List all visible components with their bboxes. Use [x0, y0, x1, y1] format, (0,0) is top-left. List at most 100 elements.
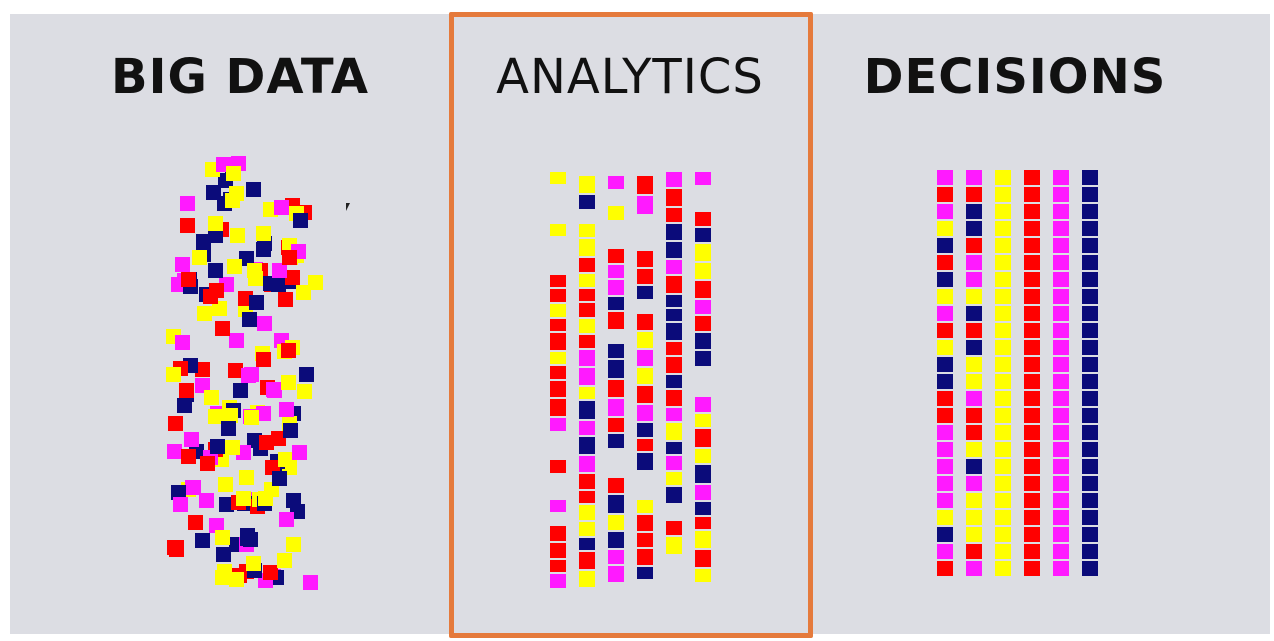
decision-square	[1082, 204, 1098, 219]
decision-square	[1053, 425, 1069, 440]
analytics-square	[550, 543, 566, 558]
analytics-square	[579, 303, 595, 317]
analytics-square	[637, 314, 653, 330]
analytics-square	[608, 265, 624, 278]
analytics-square	[637, 350, 653, 366]
decision-square	[1053, 306, 1069, 321]
analytics-square	[637, 567, 653, 579]
decision-square	[1082, 221, 1098, 236]
data-square	[171, 485, 186, 500]
decision-square	[966, 408, 982, 423]
data-square	[200, 456, 215, 471]
data-square	[195, 378, 210, 393]
analytics-square	[695, 333, 711, 349]
data-square	[208, 263, 223, 278]
decision-square	[1053, 204, 1069, 219]
decision-square	[1024, 306, 1040, 321]
analytics-square	[637, 453, 653, 470]
data-square	[226, 166, 241, 181]
analytics-square	[695, 263, 711, 279]
data-square	[209, 518, 224, 533]
analytics-square	[666, 442, 682, 454]
decision-square	[1024, 425, 1040, 440]
analytics-square	[666, 242, 682, 258]
decision-square	[995, 425, 1011, 440]
decision-square	[1024, 459, 1040, 474]
analytics-square	[608, 566, 624, 582]
analytics-square	[608, 206, 624, 220]
decision-square	[995, 391, 1011, 406]
data-square	[241, 368, 256, 383]
data-square	[263, 565, 278, 580]
decision-square	[1082, 561, 1098, 576]
decision-square	[1082, 272, 1098, 287]
data-square	[299, 367, 314, 382]
analytics-square	[608, 380, 624, 397]
decision-square	[937, 204, 953, 219]
decision-square	[937, 544, 953, 559]
decision-square	[966, 357, 982, 372]
analytics-square	[579, 491, 595, 503]
decision-square	[966, 204, 982, 219]
decision-square	[1082, 442, 1098, 457]
decision-square	[1082, 323, 1098, 338]
decision-square	[995, 272, 1011, 287]
analytics-square	[550, 224, 566, 236]
data-square	[219, 497, 234, 512]
data-square	[272, 263, 287, 278]
decision-square	[1082, 544, 1098, 559]
decision-square	[966, 374, 982, 389]
decision-square	[937, 476, 953, 491]
decision-square	[1024, 476, 1040, 491]
analytics-square	[666, 309, 682, 321]
analytics-highlight-frame	[449, 12, 813, 638]
decision-square	[937, 255, 953, 270]
data-square	[258, 491, 273, 506]
analytics-square	[579, 335, 595, 348]
analytics-square	[695, 550, 711, 567]
decision-square	[966, 238, 982, 253]
decision-square	[1082, 374, 1098, 389]
data-square	[221, 421, 236, 436]
decision-square	[995, 255, 1011, 270]
decision-square	[937, 238, 953, 253]
data-square	[246, 556, 261, 571]
decision-square	[937, 340, 953, 355]
data-square	[283, 423, 298, 438]
data-square	[210, 439, 225, 454]
decision-square	[966, 187, 982, 202]
decision-square	[966, 459, 982, 474]
analytics-square	[637, 269, 653, 284]
decision-square	[1024, 391, 1040, 406]
data-square	[278, 292, 293, 307]
decision-square	[1024, 374, 1040, 389]
analytics-square	[637, 368, 653, 384]
analytics-square	[579, 387, 595, 399]
data-square	[292, 445, 307, 460]
decision-square	[995, 459, 1011, 474]
decision-square	[1053, 289, 1069, 304]
analytics-square	[579, 274, 595, 287]
decision-square	[966, 391, 982, 406]
decision-square	[995, 527, 1011, 542]
decision-square	[966, 323, 982, 338]
decision-square	[1053, 272, 1069, 287]
analytics-square	[666, 472, 682, 485]
analytics-square	[637, 196, 653, 214]
decision-square	[966, 493, 982, 508]
data-square	[215, 321, 230, 336]
analytics-square	[637, 423, 653, 437]
data-square	[249, 295, 264, 310]
analytics-square	[608, 532, 624, 548]
analytics-square	[695, 351, 711, 366]
decision-square	[966, 442, 982, 457]
decision-square	[1082, 391, 1098, 406]
analytics-square	[695, 485, 711, 500]
data-square	[277, 553, 292, 568]
data-square	[225, 193, 240, 208]
analytics-square	[579, 421, 595, 435]
analytics-square	[666, 456, 682, 470]
decision-square	[995, 510, 1011, 525]
analytics-square	[637, 332, 653, 348]
